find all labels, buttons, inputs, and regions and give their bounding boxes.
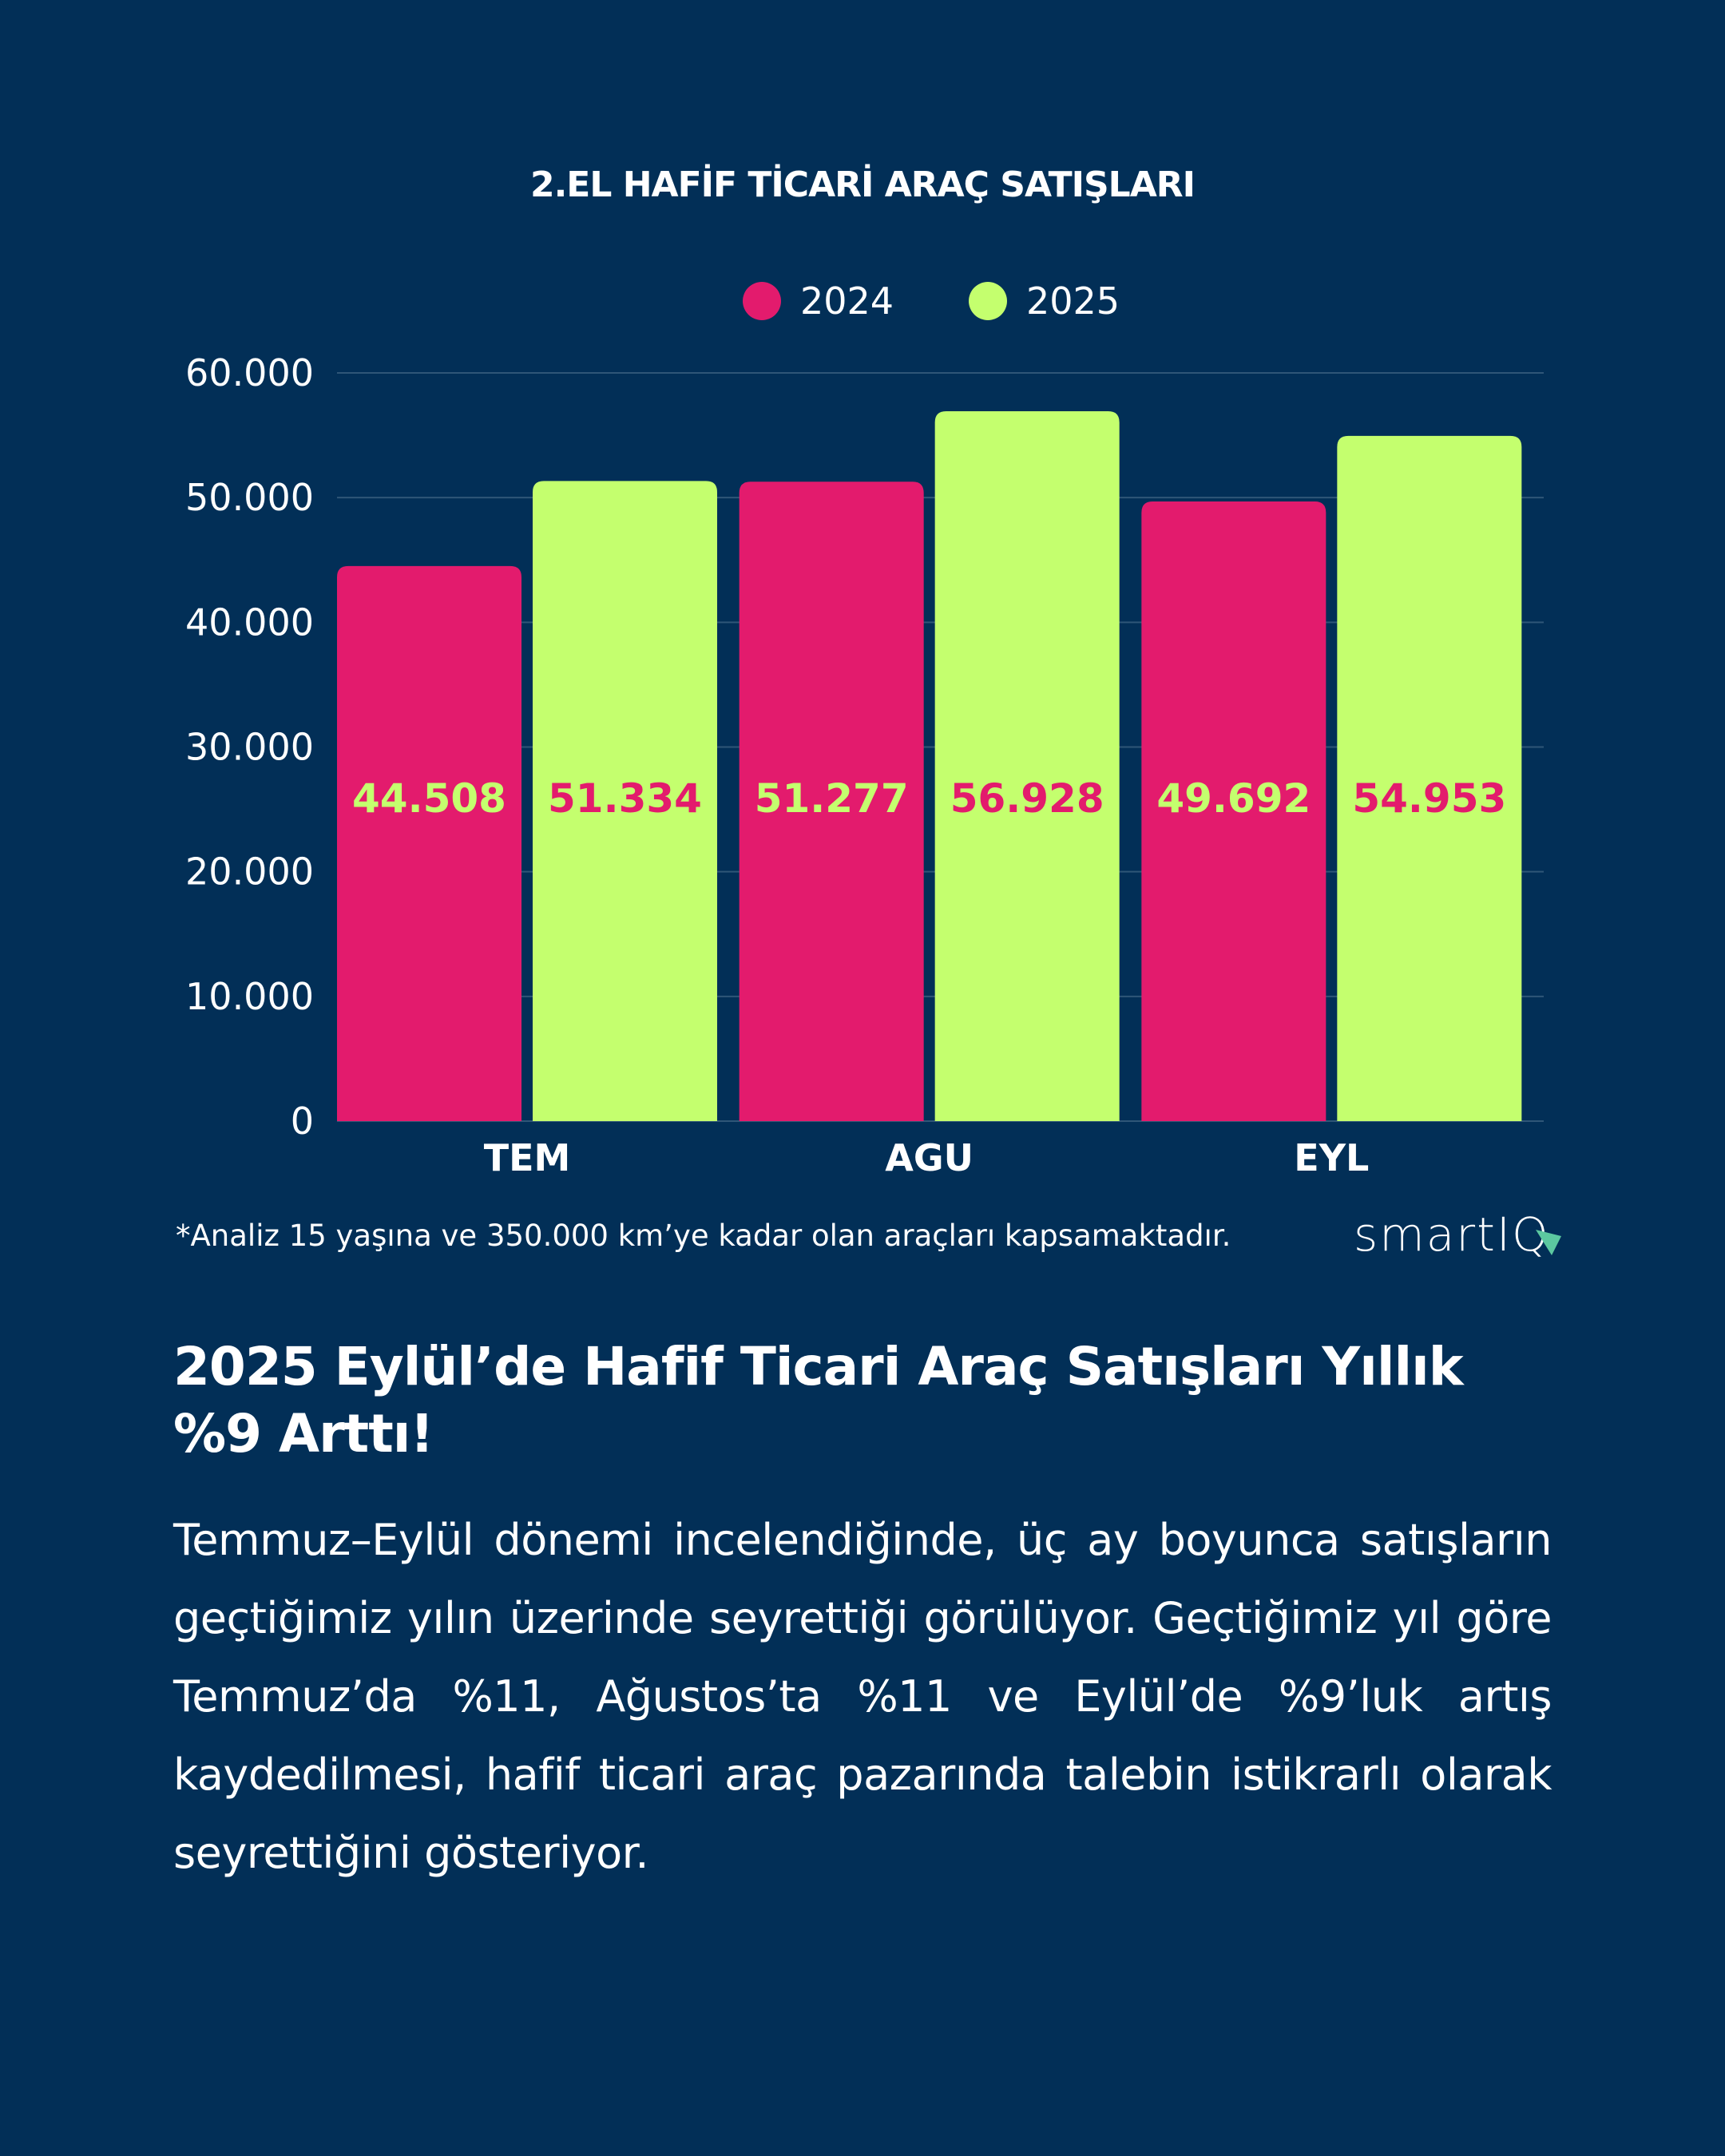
y-tick-label: 40.000 [185, 600, 314, 644]
legend-swatch-2025 [969, 282, 1007, 320]
article-paragraph: Temmuz–Eylül dönemi incelendiğinde, üç a… [173, 1515, 1552, 1878]
data-label: 49.692 [1156, 775, 1311, 822]
logo-text: smartIQ [1354, 1207, 1550, 1262]
y-tick-label: 0 [291, 1100, 314, 1143]
article-heading: 2025 Eylül’de Hafif Ticari Araç Satışlar… [173, 1336, 1464, 1464]
legend-item-2024: 2024 [743, 279, 894, 323]
y-tick-label: 60.000 [185, 351, 314, 394]
y-tick-label: 50.000 [185, 476, 314, 519]
legend-label-2024: 2024 [800, 279, 894, 323]
footnote: *Analiz 15 yaşına ve 350.000 km’ye kadar… [176, 1219, 1231, 1253]
data-label: 51.334 [548, 775, 702, 822]
bar-chart: 0 10.000 20.000 30.000 40.000 50.000 60.000 44.… [185, 351, 1544, 1179]
chart-title: 2.EL HAFİF TİCARİ ARAÇ SATIŞLARI [529, 164, 1196, 205]
bar-2025-eyl [1337, 435, 1522, 1121]
data-label: 54.953 [1352, 775, 1506, 822]
data-label: 44.508 [352, 775, 506, 822]
y-tick-label: 30.000 [185, 726, 314, 769]
data-label: 51.277 [755, 775, 909, 822]
x-tick-label: AGU [885, 1136, 974, 1179]
logo-accent-icon [1535, 1230, 1561, 1255]
bar-2024-agu [739, 482, 924, 1121]
bar-2025-tem [533, 481, 717, 1121]
y-tick-label: 20.000 [185, 850, 314, 894]
x-tick-label: TEM [484, 1136, 571, 1179]
y-tick-label: 10.000 [185, 975, 314, 1018]
legend-swatch-2024 [743, 282, 781, 320]
smartiq-logo: smartIQ [1354, 1207, 1563, 1262]
bar-2024-eyl [1141, 501, 1326, 1121]
data-label: 56.928 [950, 775, 1104, 822]
legend-item-2025: 2025 [969, 279, 1120, 323]
bar-2025-agu [934, 410, 1120, 1121]
x-tick-label: EYL [1294, 1136, 1369, 1179]
bar-2024-tem [337, 565, 521, 1121]
legend-label-2025: 2025 [1026, 279, 1120, 323]
